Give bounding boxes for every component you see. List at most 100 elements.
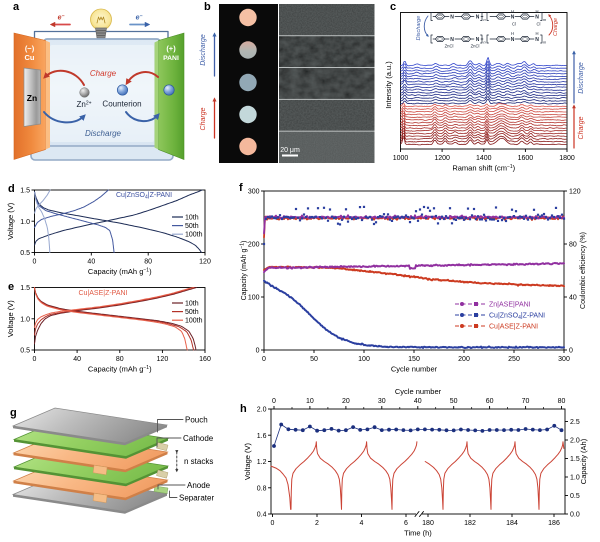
svg-text:N: N [476,37,480,43]
svg-text:1600: 1600 [518,155,534,162]
svg-text:n: n [483,17,486,22]
svg-text:Cathode: Cathode [183,434,214,443]
svg-text:1.2: 1.2 [257,459,267,466]
svg-text:1.5: 1.5 [570,456,580,463]
svg-text:Zn: Zn [27,93,37,103]
svg-text:m: m [543,17,547,22]
svg-text:120: 120 [199,259,211,266]
svg-text:6: 6 [404,520,408,527]
svg-text:1.5: 1.5 [20,285,30,292]
svg-text:100th: 100th [185,232,203,239]
svg-text:e−: e− [136,14,143,22]
svg-text:2.0: 2.0 [257,407,267,414]
svg-text:Cu|ZnSO4|Z-PANI: Cu|ZnSO4|Z-PANI [116,192,172,201]
svg-text:184: 184 [506,520,518,527]
svg-text:Cu|ASE|Z-PANI: Cu|ASE|Z-PANI [489,324,538,331]
svg-text:100: 100 [248,295,260,302]
svg-text:Cl: Cl [512,22,516,27]
svg-text:Cl: Cl [537,22,541,27]
svg-text:180: 180 [422,520,434,527]
svg-text:200: 200 [458,356,470,363]
svg-text:300: 300 [248,189,260,196]
svg-text:Anode: Anode [187,481,211,490]
svg-text:f: f [239,182,243,194]
svg-text:Discharge: Discharge [578,62,585,94]
svg-text:N: N [476,15,480,21]
svg-text:50th: 50th [185,309,199,316]
svg-text:0: 0 [33,259,37,266]
svg-text:50: 50 [310,356,318,363]
svg-text:N: N [450,37,454,43]
svg-text:160: 160 [199,356,211,363]
svg-text:Coulombic efficiency (%): Coulombic efficiency (%) [580,232,587,309]
svg-text:Cu|ASE|Z-PANI: Cu|ASE|Z-PANI [78,290,127,297]
svg-text:300: 300 [558,356,570,363]
svg-text:ZnCl: ZnCl [445,44,454,49]
svg-text:10th: 10th [185,301,199,308]
svg-text:182: 182 [464,520,476,527]
svg-text:c: c [390,1,396,13]
svg-text:0: 0 [256,348,260,355]
svg-text:d: d [8,183,15,195]
svg-text:1.0: 1.0 [570,475,580,482]
svg-text:Pouch: Pouch [185,416,208,425]
svg-text:(+): (+) [166,44,176,53]
svg-text:100: 100 [358,356,370,363]
svg-text:186: 186 [548,520,560,527]
svg-text:120: 120 [157,356,169,363]
svg-text:N: N [535,15,539,21]
svg-text:1200: 1200 [434,155,450,162]
svg-text:150: 150 [408,356,420,363]
svg-text:e−: e− [58,14,65,22]
svg-text:0: 0 [569,348,573,355]
svg-text:H: H [511,9,514,14]
svg-text:H: H [511,31,514,36]
svg-text:20 μm: 20 μm [280,147,300,154]
svg-text:H: H [535,9,538,14]
svg-text:1.6: 1.6 [257,433,267,440]
svg-text:Discharge: Discharge [416,16,422,41]
svg-text:0: 0 [262,356,266,363]
svg-text:N: N [511,15,515,21]
svg-text:4: 4 [360,520,364,527]
svg-text:Capacity (mAh g−1): Capacity (mAh g−1) [88,365,152,374]
svg-text:N: N [535,37,539,43]
svg-text:ZnCl: ZnCl [471,44,480,49]
svg-text:Zn2+: Zn2+ [76,100,91,109]
svg-text:2: 2 [315,520,319,527]
svg-text:40: 40 [569,295,577,302]
svg-text:Capacity (mAh g−1): Capacity (mAh g−1) [88,267,152,276]
svg-text:10: 10 [306,398,314,405]
svg-text:40: 40 [414,398,422,405]
svg-text:Time (h): Time (h) [404,529,432,538]
svg-text:70: 70 [522,398,530,405]
svg-text:80: 80 [569,242,577,249]
svg-text:Counterion: Counterion [102,100,141,109]
svg-text:N: N [511,37,515,43]
svg-text:0.8: 0.8 [257,485,267,492]
svg-text:40: 40 [87,259,95,266]
svg-text:1000: 1000 [393,155,409,162]
svg-text:0.5: 0.5 [20,250,30,257]
svg-text:m: m [543,40,547,45]
svg-text:1800: 1800 [559,155,575,162]
svg-text:e: e [8,281,14,293]
svg-text:H: H [535,31,538,36]
svg-text:Voltage (V): Voltage (V) [6,300,15,338]
svg-text:Zn|ASE|PANI: Zn|ASE|PANI [489,302,531,309]
svg-text:Voltage (V): Voltage (V) [243,442,252,480]
svg-text:Charge: Charge [578,116,585,139]
svg-text:200: 200 [248,242,260,249]
svg-text:1.0: 1.0 [20,316,30,323]
svg-text:2.0: 2.0 [570,438,580,445]
svg-text:10th: 10th [185,215,199,222]
svg-text:60: 60 [486,398,494,405]
svg-text:1.0: 1.0 [20,219,30,226]
svg-text:0.0: 0.0 [570,512,580,519]
svg-text:Cycle number: Cycle number [395,387,442,396]
svg-text:100th: 100th [185,318,203,325]
svg-text:50th: 50th [185,223,199,230]
svg-text:Discharge: Discharge [85,129,122,138]
svg-text:a: a [13,1,20,13]
svg-text:n stacks: n stacks [184,457,213,466]
